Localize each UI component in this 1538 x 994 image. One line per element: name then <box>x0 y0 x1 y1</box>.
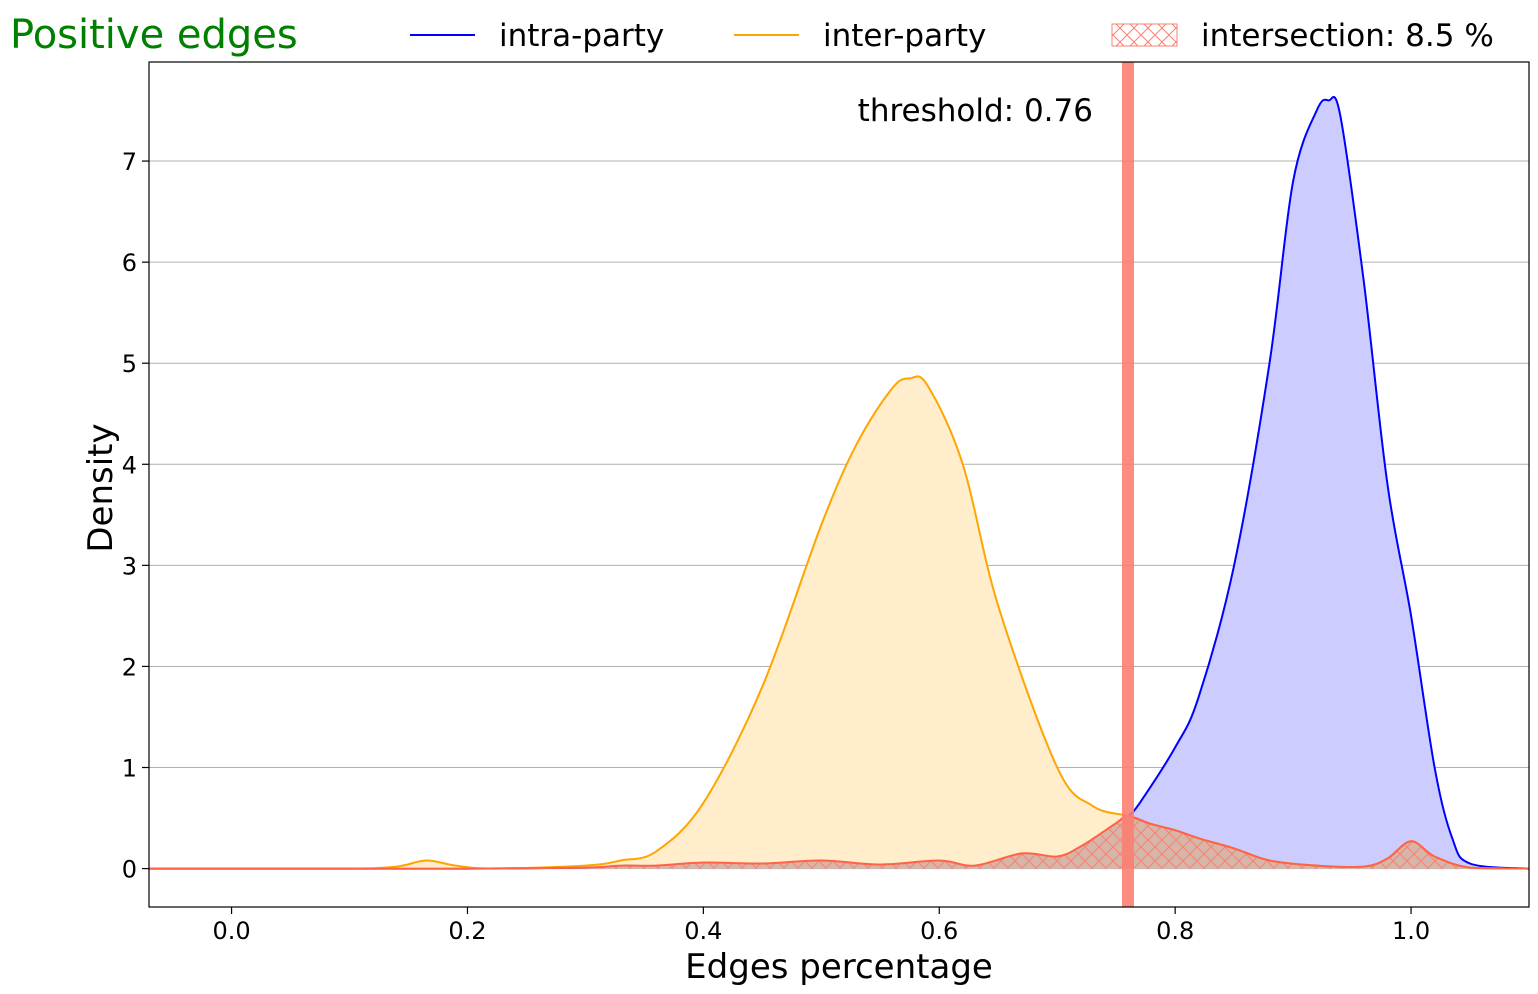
y-tick-label-2: 2 <box>122 653 137 681</box>
legend-label-intra-party: intra-party <box>499 18 664 54</box>
x-tick-label-0.6: 0.6 <box>920 917 958 945</box>
y-tick-label-4: 4 <box>122 451 137 479</box>
legend: intra-party inter-party intersection: 8.… <box>410 18 1494 54</box>
y-tick-label-5: 5 <box>122 350 137 378</box>
area-intra-party <box>149 96 1529 869</box>
x-tick-label-0.8: 0.8 <box>1156 917 1194 945</box>
x-tick-label-1.0: 1.0 <box>1392 917 1430 945</box>
x-tick-label-0.4: 0.4 <box>684 917 722 945</box>
x-axis-ticks: 0.0 0.2 0.4 0.6 0.8 1.0 <box>212 907 1430 945</box>
plot-frame <box>148 61 1530 908</box>
y-axis-ticks: 0 1 2 3 4 5 6 7 <box>122 148 149 884</box>
hatch-intersection <box>149 815 1529 869</box>
threshold-marker <box>1121 62 1134 907</box>
y-tick-label-0: 0 <box>122 856 137 884</box>
threshold-label: threshold: 0.76 <box>858 93 1093 129</box>
area-inter-party <box>149 376 1529 869</box>
y-tick-label-1: 1 <box>122 755 137 783</box>
x-tick-label-0.0: 0.0 <box>212 917 250 945</box>
density-areas <box>149 95 1529 870</box>
threshold-line <box>1121 62 1134 907</box>
y-axis-label: Density <box>81 423 121 552</box>
x-axis-label: Edges percentage <box>685 947 993 987</box>
chart-title: Positive edges <box>10 12 298 58</box>
line-intersection <box>149 814 1529 870</box>
legend-swatch-intersection <box>1111 23 1178 47</box>
legend-label-inter-party: inter-party <box>823 18 986 54</box>
y-tick-label-3: 3 <box>122 552 137 580</box>
legend-label-intersection: intersection: 8.5 % <box>1201 18 1494 54</box>
y-tick-label-6: 6 <box>122 249 137 277</box>
x-tick-label-0.2: 0.2 <box>448 917 486 945</box>
y-tick-label-7: 7 <box>122 148 137 176</box>
